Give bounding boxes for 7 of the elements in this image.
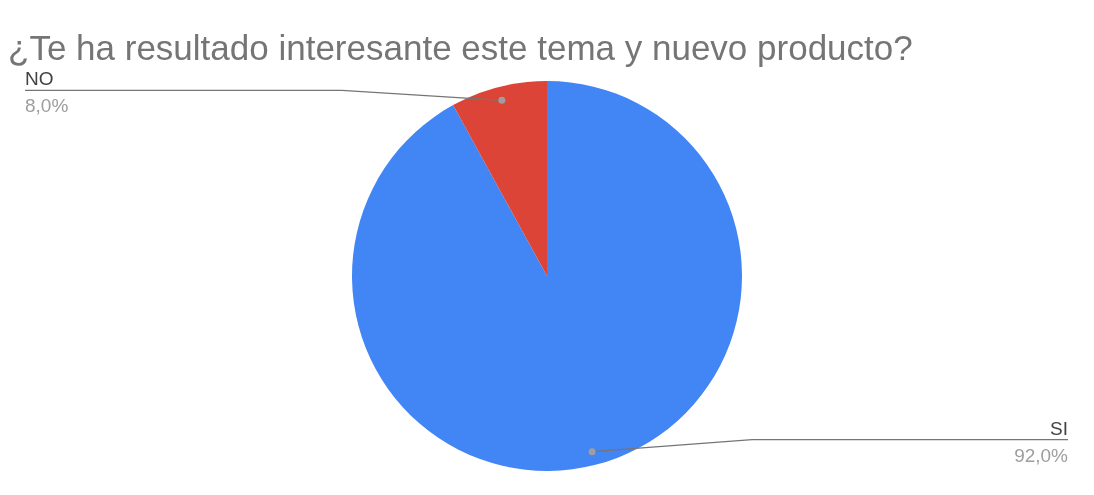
pie-slice [352, 81, 742, 471]
pie-slice [453, 81, 547, 276]
slice-label: SI [1050, 417, 1068, 439]
data-label: 92,0% [1014, 444, 1069, 466]
slice-label: NO [25, 68, 54, 90]
chart-title: ¿Te ha resultado interesante este tema y nuevo producto? [8, 28, 913, 67]
data-label: 8,0% [25, 95, 69, 117]
